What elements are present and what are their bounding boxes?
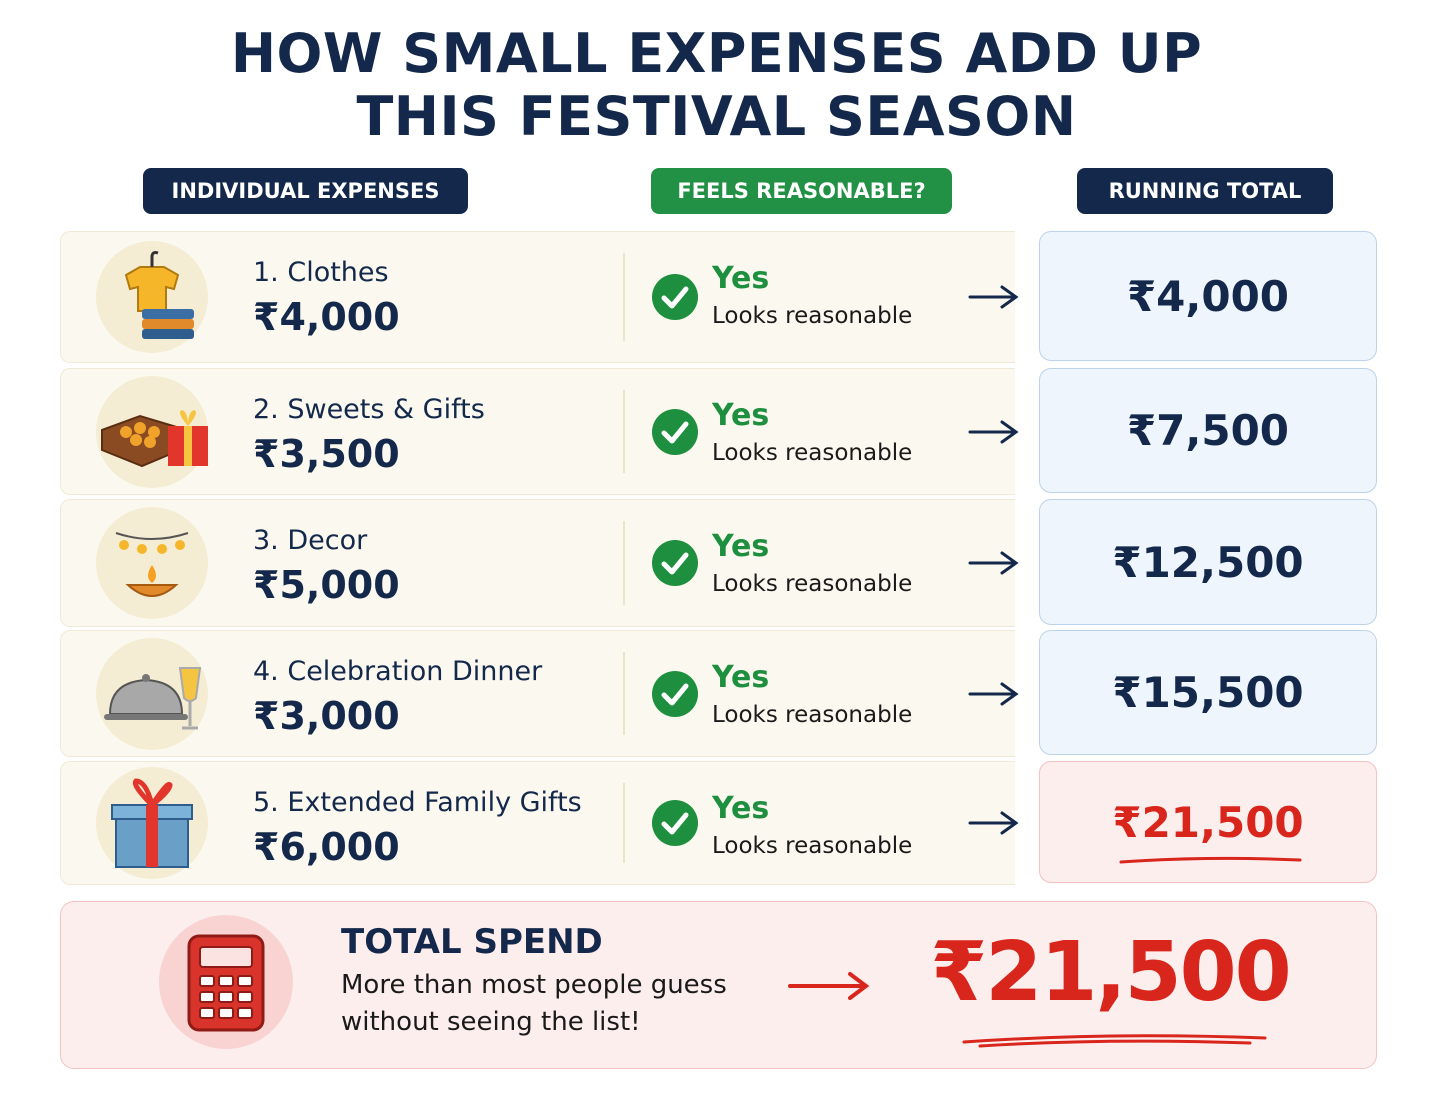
verdict-note: Looks reasonable — [712, 303, 913, 329]
expense-name: 3. Decor — [253, 525, 368, 556]
verdict: Yes — [712, 261, 770, 296]
verdict-note: Looks reasonable — [712, 440, 913, 466]
arrow — [968, 807, 1020, 843]
check-icon — [651, 408, 699, 460]
check-icon — [651, 539, 699, 591]
verdict-note: Looks reasonable — [712, 833, 913, 859]
expense-icon — [96, 767, 208, 883]
title-line: HOW SMALL EXPENSES ADD UP — [230, 22, 1203, 85]
check-icon — [651, 799, 699, 851]
column-header: RUNNING TOTAL — [1077, 168, 1333, 214]
divider — [623, 521, 625, 605]
running-total: ₹21,500 — [1039, 761, 1377, 883]
expense-name: 2. Sweets & Gifts — [253, 394, 485, 425]
total-description: without seeing the list! — [341, 1007, 641, 1037]
expense-amount: ₹5,000 — [253, 563, 400, 607]
column-header: INDIVIDUAL EXPENSES — [143, 168, 468, 214]
divider — [623, 652, 625, 735]
total-value: ₹21,500 — [930, 925, 1291, 1020]
expense-icon — [96, 241, 208, 357]
running-total: ₹4,000 — [1039, 231, 1377, 361]
arrow — [968, 281, 1020, 317]
total-label: TOTAL SPEND — [341, 922, 603, 962]
expense-card — [60, 368, 1015, 495]
running-total: ₹12,500 — [1039, 499, 1377, 625]
calculator-icon — [159, 915, 293, 1049]
column-header: FEELS REASONABLE? — [651, 168, 952, 214]
arrow — [968, 416, 1020, 452]
underline — [962, 1034, 1267, 1048]
underline — [1118, 851, 1304, 870]
expense-icon — [96, 375, 208, 492]
running-total: ₹7,500 — [1039, 368, 1377, 493]
expense-amount: ₹3,000 — [253, 694, 400, 738]
verdict-note: Looks reasonable — [712, 571, 913, 597]
verdict: Yes — [712, 529, 770, 564]
arrow — [968, 547, 1020, 583]
total-description: More than most people guess — [341, 970, 727, 1000]
expense-card — [60, 761, 1015, 885]
expense-card — [60, 231, 1015, 363]
verdict-note: Looks reasonable — [712, 702, 913, 728]
check-icon — [651, 273, 699, 325]
expense-amount: ₹4,000 — [253, 295, 400, 339]
divider — [623, 390, 625, 473]
divider — [623, 253, 625, 341]
expense-amount: ₹3,500 — [253, 432, 400, 476]
expense-name: 4. Celebration Dinner — [253, 656, 543, 687]
expense-name: 5. Extended Family Gifts — [253, 787, 582, 818]
check-icon — [651, 670, 699, 722]
running-total: ₹15,500 — [1039, 630, 1377, 755]
expense-icon — [96, 507, 208, 623]
arrow — [968, 678, 1020, 714]
expense-amount: ₹6,000 — [253, 825, 400, 869]
expense-card — [60, 499, 1015, 627]
expense-icon — [96, 637, 208, 754]
expense-card — [60, 630, 1015, 757]
verdict: Yes — [712, 660, 770, 695]
expense-name: 1. Clothes — [253, 257, 389, 288]
verdict: Yes — [712, 398, 770, 433]
divider — [623, 783, 625, 863]
arrow — [788, 972, 870, 1000]
verdict: Yes — [712, 791, 770, 826]
title-line: THIS FESTIVAL SEASON — [356, 85, 1077, 148]
